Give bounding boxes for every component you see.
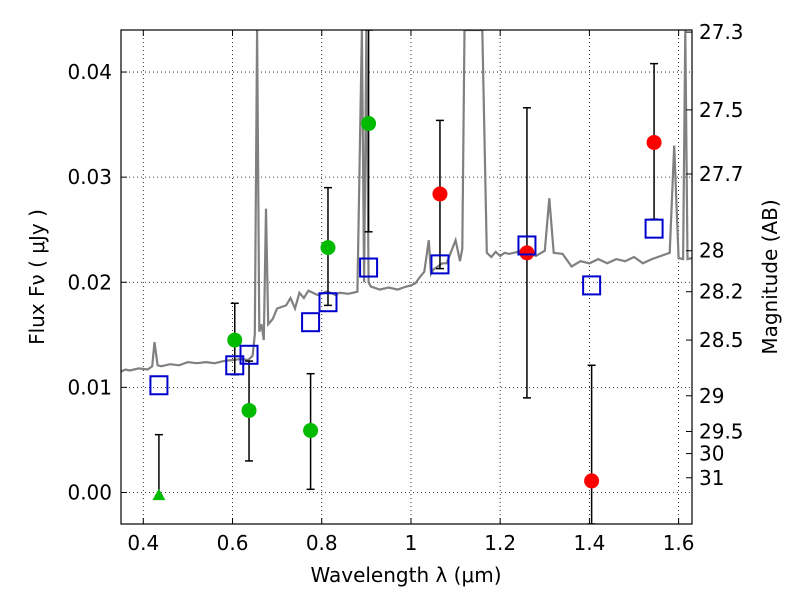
data-point-circle (584, 473, 600, 489)
data-point-circle (303, 422, 319, 438)
y-right-tick-label: 31 (699, 466, 724, 490)
y-tick-label: 0.00 (67, 480, 112, 504)
y-right-tick-label: 28.2 (699, 280, 744, 304)
data-point-triangle (152, 488, 166, 501)
data-point-square (582, 275, 602, 296)
axis-ticks: 0.4 0.6 0.8 1 1.2 1.4 1.6 0.00 0.01 0.02 0.03 0.04 2… (67, 20, 743, 555)
y-right-axis-label: Magnitude (AB) (758, 199, 782, 354)
y-right-tick-label: 30 (699, 442, 724, 466)
y-tick-label: 0.03 (67, 165, 112, 189)
data-point-circle (241, 402, 257, 418)
data-point-circle (361, 116, 377, 132)
data-point-circle (519, 245, 535, 261)
y-right-tick-label: 28.5 (699, 328, 744, 352)
model-spectrum (121, 30, 692, 373)
data-point-square (149, 375, 169, 396)
y-right-tick-label: 27.5 (699, 98, 744, 122)
y-right-tick-label: 27.3 (699, 20, 744, 44)
y-right-tick-label: 29.5 (699, 420, 744, 444)
grid-lines (121, 30, 692, 524)
x-tick-label: 1.4 (573, 531, 605, 555)
error-bar (587, 364, 596, 524)
data-point-circle (646, 134, 662, 150)
y-tick-label: 0.01 (67, 375, 112, 399)
data-point-square (517, 235, 537, 256)
spectrum-line (121, 30, 692, 373)
data-point-square (239, 344, 259, 365)
data-point-circle (432, 186, 448, 202)
data-point-circle (227, 332, 243, 348)
y-right-tick-label: 29 (699, 384, 724, 408)
data-points (149, 30, 664, 524)
data-point-square (359, 257, 379, 278)
data-point-square (301, 312, 321, 333)
x-tick-label: 1 (405, 531, 418, 555)
x-tick-label: 0.8 (306, 531, 338, 555)
x-tick-label: 0.6 (217, 531, 249, 555)
data-point-square (318, 292, 338, 313)
plot-frame (120, 29, 693, 525)
x-tick-label: 0.4 (127, 531, 159, 555)
data-point-square (644, 218, 664, 239)
x-tick-label: 1.2 (484, 531, 516, 555)
y-tick-label: 0.02 (67, 270, 112, 294)
y-right-tick-label: 28 (699, 239, 724, 263)
error-bar (154, 433, 163, 497)
data-point-square (430, 254, 450, 275)
y-tick-label: 0.04 (67, 60, 112, 84)
data-point-square (225, 355, 245, 376)
y-axis-label: Flux Fν ( μJy ) (25, 209, 49, 345)
x-tick-label: 1.6 (663, 531, 695, 555)
data-point-circle (320, 240, 336, 256)
y-right-tick-label: 27.7 (699, 162, 744, 186)
x-axis-label: Wavelength λ (μm) (310, 563, 501, 587)
